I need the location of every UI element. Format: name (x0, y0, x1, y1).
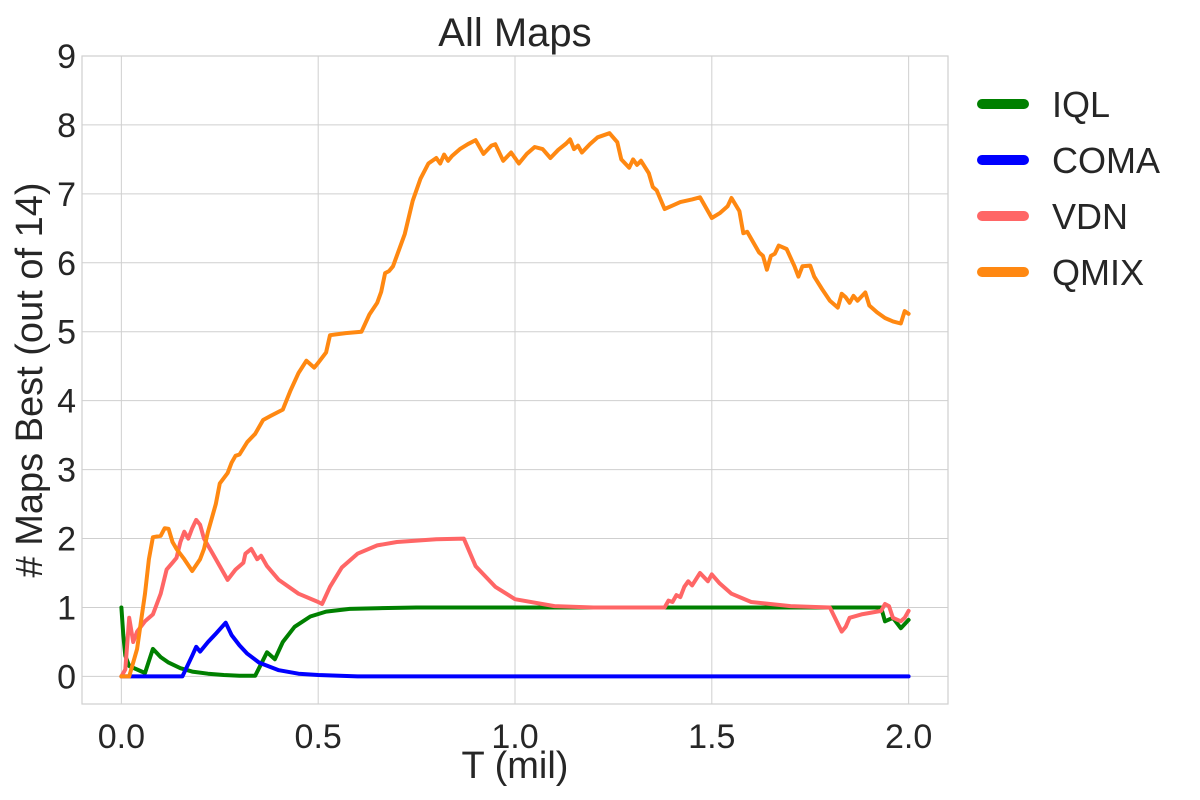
y-tick-label: 6 (57, 245, 76, 283)
x-tick-label: 1.0 (491, 718, 538, 756)
x-tick-label: 0.0 (98, 718, 145, 756)
x-tick-label: 0.5 (295, 718, 342, 756)
y-tick-label: 3 (57, 452, 76, 490)
y-tick-label: 1 (57, 589, 76, 627)
x-tick-label: 1.5 (688, 718, 735, 756)
y-axis-label: # Maps Best (out of 14) (9, 183, 51, 578)
legend-label-coma: COMA (1052, 140, 1160, 181)
legend-label-vdn: VDN (1052, 196, 1128, 237)
legend: IQL COMA VDN QMIX (977, 84, 1160, 293)
y-tick-labels: 0 1 2 3 4 5 6 7 8 9 (57, 38, 76, 696)
x-axis-label: T (mil) (462, 745, 569, 787)
legend-label-qmix: QMIX (1052, 252, 1144, 293)
y-tick-label: 8 (57, 107, 76, 145)
legend-label-iql: IQL (1052, 84, 1110, 125)
y-tick-label: 0 (57, 658, 76, 696)
x-tick-label: 2.0 (885, 718, 932, 756)
y-tick-label: 9 (57, 38, 76, 76)
series-lines (119, 131, 911, 679)
series-line-iql (119, 605, 911, 678)
series-line-qmix (119, 131, 911, 679)
y-tick-label: 2 (57, 521, 76, 559)
x-tick-labels: 0.0 0.5 1.0 1.5 2.0 (98, 718, 933, 756)
series-line-coma (119, 620, 911, 679)
chart-title: All Maps (438, 11, 591, 55)
y-tick-label: 7 (57, 176, 76, 214)
series-line-vdn (119, 517, 911, 679)
y-tick-label: 5 (57, 314, 76, 352)
y-tick-label: 4 (57, 383, 76, 421)
plot-frame (81, 55, 949, 705)
